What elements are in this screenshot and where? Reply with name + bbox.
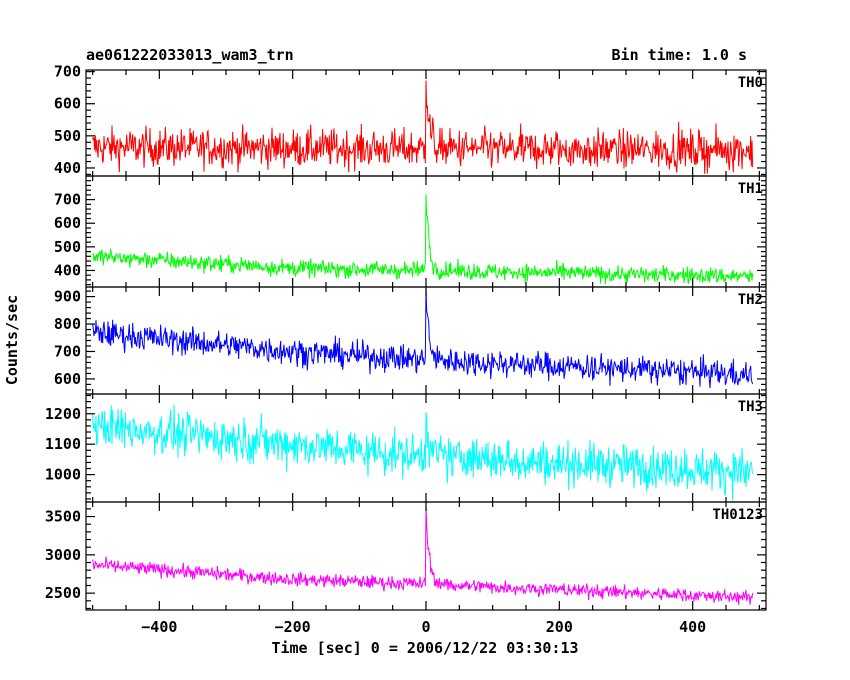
panel-th3: 1000 1100 1200 TH3: [45, 393, 767, 503]
x-tick-label: 200: [546, 618, 573, 636]
series-line-th0: [92, 80, 754, 174]
panel-label: TH3: [738, 399, 763, 415]
series-line-th2: [92, 286, 754, 389]
panel-label: TH1: [738, 181, 763, 197]
y-tick-label: 900: [54, 288, 81, 306]
x-tick-label: 400: [679, 618, 706, 636]
x-axis-label: Time [sec] 0 = 2006/12/22 03:30:13: [271, 639, 578, 657]
y-tick-label: 3000: [45, 546, 81, 564]
x-tick-label: −400: [141, 618, 177, 636]
series-line-th3: [92, 404, 754, 501]
y-tick-label: 600: [54, 214, 81, 232]
bin-time-label: Bin time: 1.0 s: [612, 46, 747, 64]
y-tick-label: 500: [54, 127, 81, 145]
y-tick-label: 600: [54, 370, 81, 388]
panel-label: TH0123: [712, 507, 763, 523]
y-axis-label: Counts/sec: [3, 295, 21, 385]
x-tick-label: −200: [275, 618, 311, 636]
series-line-th0123: [92, 505, 754, 605]
panel-label: TH0: [738, 75, 763, 91]
y-tick-label: 400: [54, 261, 81, 279]
y-tick-label: 1100: [45, 435, 81, 453]
y-tick-label: 400: [54, 159, 81, 177]
panel-th0123: 2500 3000 3500 TH0123: [45, 501, 767, 611]
panel-th1: 400 500 600 700 TH1: [54, 175, 767, 288]
panel-th0: 400 500 600 700 TH0: [54, 63, 767, 177]
panels-group: 400 500 600 700 TH0 400 500 600 700 TH1 600 700 800 9…: [45, 63, 767, 636]
y-tick-label: 500: [54, 238, 81, 256]
panel-th2: 600 700 800 900 TH2: [54, 286, 767, 395]
panel-label: TH2: [738, 292, 763, 308]
y-tick-label: 2500: [45, 584, 81, 602]
x-tick-label: 0: [421, 618, 430, 636]
y-tick-label: 700: [54, 191, 81, 209]
y-tick-label: 700: [54, 342, 81, 360]
chart-title: ae061222033013_wam3_trn: [86, 46, 294, 64]
y-tick-label: 3500: [45, 508, 81, 526]
y-tick-label: 700: [54, 63, 81, 81]
y-tick-label: 1200: [45, 405, 81, 423]
y-tick-label: 1000: [45, 466, 81, 484]
series-line-th1: [92, 194, 754, 285]
y-tick-label: 800: [54, 315, 81, 333]
y-tick-label: 600: [54, 95, 81, 113]
